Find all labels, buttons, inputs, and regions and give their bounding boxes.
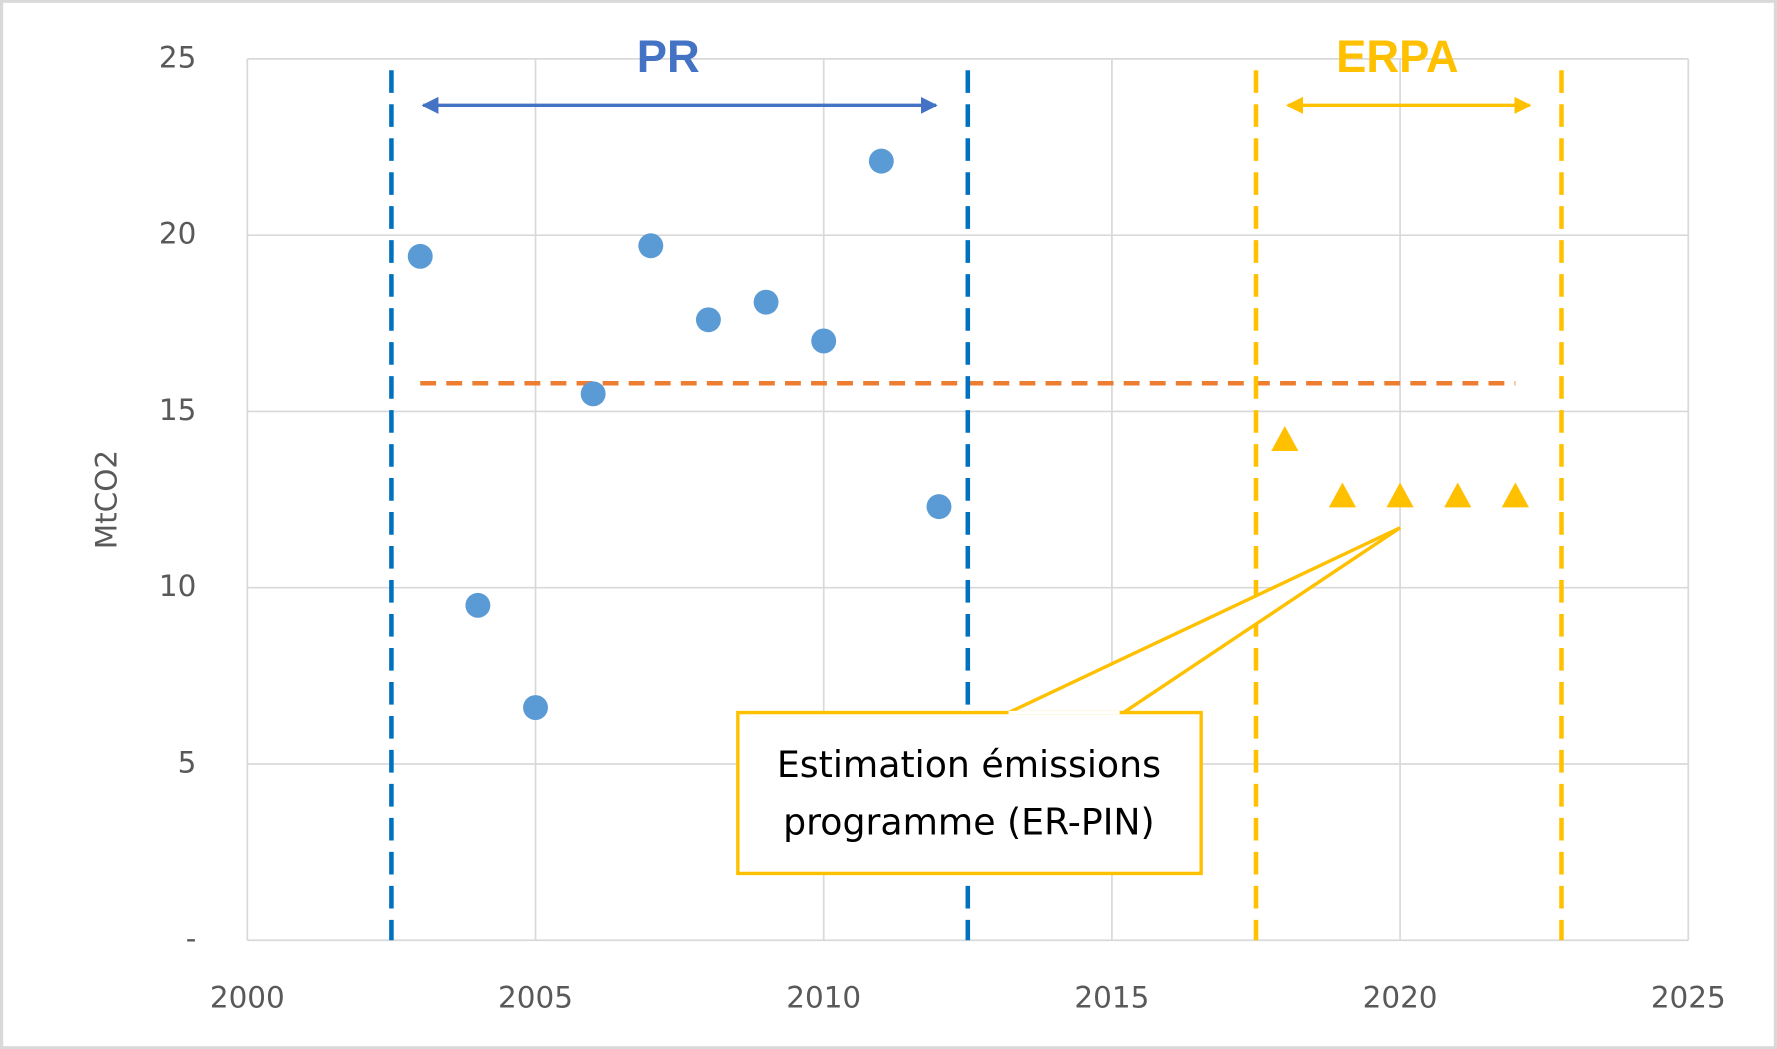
x-tick-label: 2000 xyxy=(210,981,285,1015)
data-point xyxy=(407,243,433,269)
period-label: PR xyxy=(637,31,700,82)
data-point xyxy=(523,695,548,721)
data-point xyxy=(1501,482,1529,508)
callout-box xyxy=(736,710,1203,876)
data-point xyxy=(465,592,491,618)
x-tick-label: 2025 xyxy=(1651,981,1726,1015)
data-point xyxy=(868,148,894,174)
period-label: ERPA xyxy=(1336,31,1459,82)
data-point xyxy=(695,307,721,333)
y-tick-label: 20 xyxy=(159,217,196,251)
data-point xyxy=(811,328,837,354)
data-point xyxy=(1444,482,1472,508)
data-point xyxy=(580,381,606,407)
data-point xyxy=(1328,482,1357,508)
x-tick-label: 2020 xyxy=(1363,981,1438,1015)
data-point xyxy=(926,494,952,520)
data-point xyxy=(1386,482,1414,508)
y-tick-label: - xyxy=(186,922,197,956)
y-tick-label: 10 xyxy=(159,569,196,603)
x-tick-label: 2015 xyxy=(1074,981,1149,1015)
y-axis-label: MtCO2 xyxy=(89,450,123,549)
y-tick-label: 5 xyxy=(178,745,197,779)
callout-text: Estimation émissions xyxy=(777,743,1161,786)
callout-text: programme (ER-PIN) xyxy=(783,801,1155,844)
data-point xyxy=(1271,426,1299,451)
data-point xyxy=(753,289,779,315)
x-tick-label: 2005 xyxy=(498,981,573,1015)
x-tick-label: 2010 xyxy=(786,981,861,1015)
y-tick-label: 25 xyxy=(159,40,196,74)
y-tick-label: 15 xyxy=(159,393,196,427)
callout-pointer xyxy=(1005,526,1402,716)
data-point xyxy=(638,233,664,259)
